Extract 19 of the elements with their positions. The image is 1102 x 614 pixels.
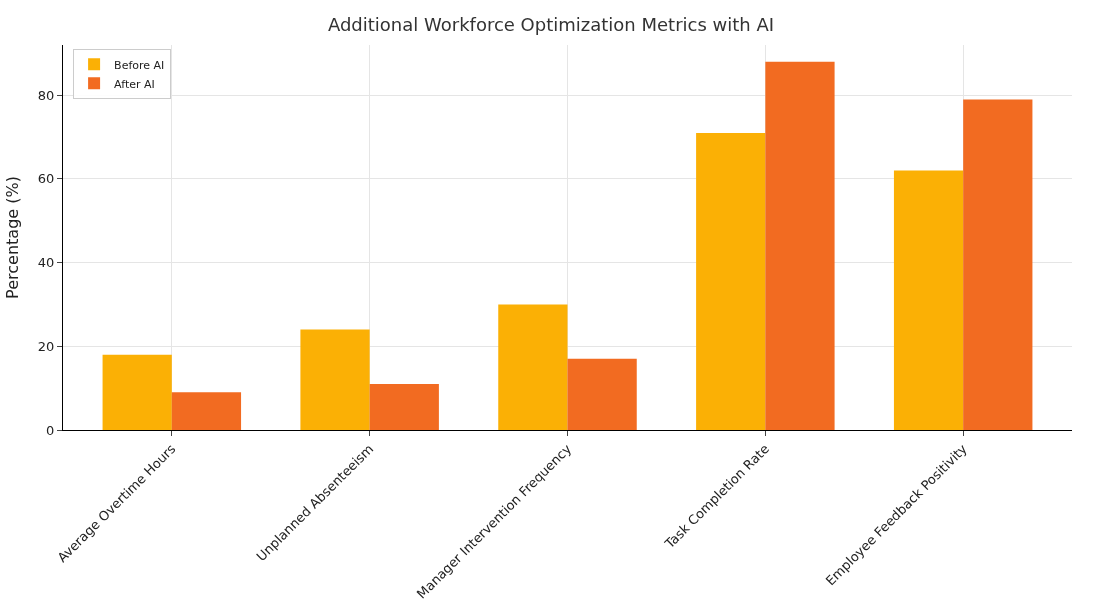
bar	[765, 61, 835, 430]
bar	[171, 392, 242, 430]
y-tick-label: 80	[37, 87, 55, 103]
y-tick-label: 20	[37, 338, 55, 354]
bar	[963, 99, 1033, 430]
bar	[102, 354, 172, 430]
y-axis-title: Percentage (%)	[2, 176, 22, 299]
bar	[498, 304, 568, 430]
bar	[696, 132, 766, 430]
y-tick-label: 40	[37, 255, 55, 271]
legend-label: Before AI	[114, 58, 165, 72]
bar	[893, 170, 964, 430]
chart-title: Additional Workforce Optimization Metrics with AI	[327, 14, 775, 36]
bar	[300, 329, 370, 430]
y-tick-label: 60	[37, 171, 55, 187]
y-tick-label: 0	[46, 422, 55, 438]
legend-label: After AI	[114, 77, 155, 91]
bar	[567, 358, 637, 430]
bar	[369, 383, 439, 430]
